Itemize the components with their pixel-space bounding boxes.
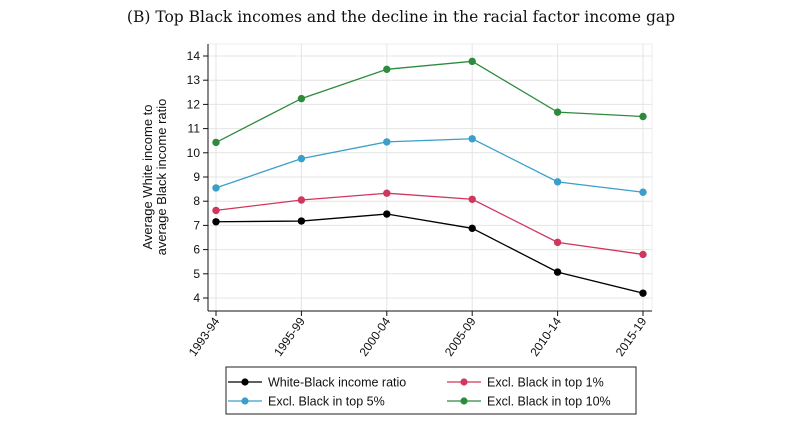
y-axis-ticks: 4 5 6 7 8 9 10 11 12 13 14	[187, 49, 208, 305]
data-point	[297, 154, 306, 163]
y-tick-label: 6	[193, 243, 200, 257]
y-tick-label: 5	[193, 267, 200, 281]
legend-label: White-Black income ratio	[268, 376, 406, 390]
legend-label: Excl. Black in top 5%	[268, 395, 385, 409]
legend-item-white-black: White-Black income ratio	[228, 376, 406, 390]
legend-marker	[460, 378, 468, 386]
series-group	[212, 57, 647, 297]
data-point	[553, 108, 562, 116]
legend-item-top5: Excl. Black in top 5%	[228, 395, 385, 409]
x-tick-label: 2000-04	[357, 314, 394, 358]
x-tick-label: 2010-14	[527, 314, 564, 358]
y-tick-label: 4	[193, 291, 200, 305]
legend-marker	[241, 378, 249, 386]
gridlines	[208, 43, 653, 311]
data-point	[383, 189, 391, 197]
legend-item-top1: Excl. Black in top 1%	[447, 376, 604, 390]
data-point	[297, 196, 306, 204]
y-tick-label: 8	[193, 194, 200, 208]
y-axis-title-line1: Average White income to	[140, 105, 155, 250]
legend-item-top10: Excl. Black in top 10%	[447, 395, 611, 409]
legend: White-Black income ratio Excl. Black in …	[225, 366, 637, 415]
series-line	[215, 60, 644, 143]
legend-label: Excl. Black in top 10%	[487, 395, 611, 409]
series-3	[212, 57, 647, 147]
legend-label: Excl. Black in top 1%	[487, 376, 604, 390]
y-tick-label: 14	[187, 49, 201, 63]
data-point	[297, 217, 306, 225]
data-point	[212, 138, 220, 147]
series-line	[215, 213, 644, 294]
series-line	[215, 138, 644, 193]
data-point	[468, 57, 476, 66]
data-point	[639, 112, 647, 121]
x-tick-label: 2005-09	[442, 314, 479, 358]
data-point	[468, 135, 476, 143]
y-tick-label: 13	[187, 73, 201, 87]
data-point	[639, 289, 647, 297]
y-tick-label: 12	[187, 97, 201, 111]
data-point	[383, 138, 391, 146]
data-point	[212, 184, 220, 192]
data-point	[553, 178, 562, 186]
x-tick-label: 2015-19	[613, 314, 650, 358]
data-point	[553, 268, 562, 276]
y-tick-label: 10	[187, 146, 201, 160]
data-point	[639, 188, 647, 196]
y-tick-label: 7	[193, 218, 200, 232]
data-point	[297, 94, 306, 103]
legend-marker	[460, 397, 468, 405]
series-0	[212, 210, 647, 297]
y-axis-title-line2: average Black income ratio	[154, 99, 169, 256]
data-point	[383, 210, 391, 218]
data-point	[212, 218, 220, 226]
series-2	[212, 135, 647, 196]
x-tick-label: 1995-99	[271, 314, 308, 358]
x-tick-label: 1993-94	[186, 314, 223, 358]
data-point	[383, 65, 391, 74]
data-point	[553, 238, 562, 247]
y-tick-label: 9	[193, 170, 200, 184]
data-point	[212, 206, 220, 215]
series-1	[212, 189, 647, 259]
y-tick-label: 11	[188, 122, 201, 136]
series-line	[215, 192, 644, 256]
data-point	[468, 195, 476, 203]
data-point	[639, 250, 647, 259]
chart-title: (B) Top Black incomes and the decline in…	[126, 8, 676, 26]
legend-marker	[241, 397, 249, 405]
x-axis-ticks: 1993-94 1995-99 2000-04 2005-09 2010-14 2015-…	[186, 311, 650, 359]
data-point	[468, 224, 476, 233]
